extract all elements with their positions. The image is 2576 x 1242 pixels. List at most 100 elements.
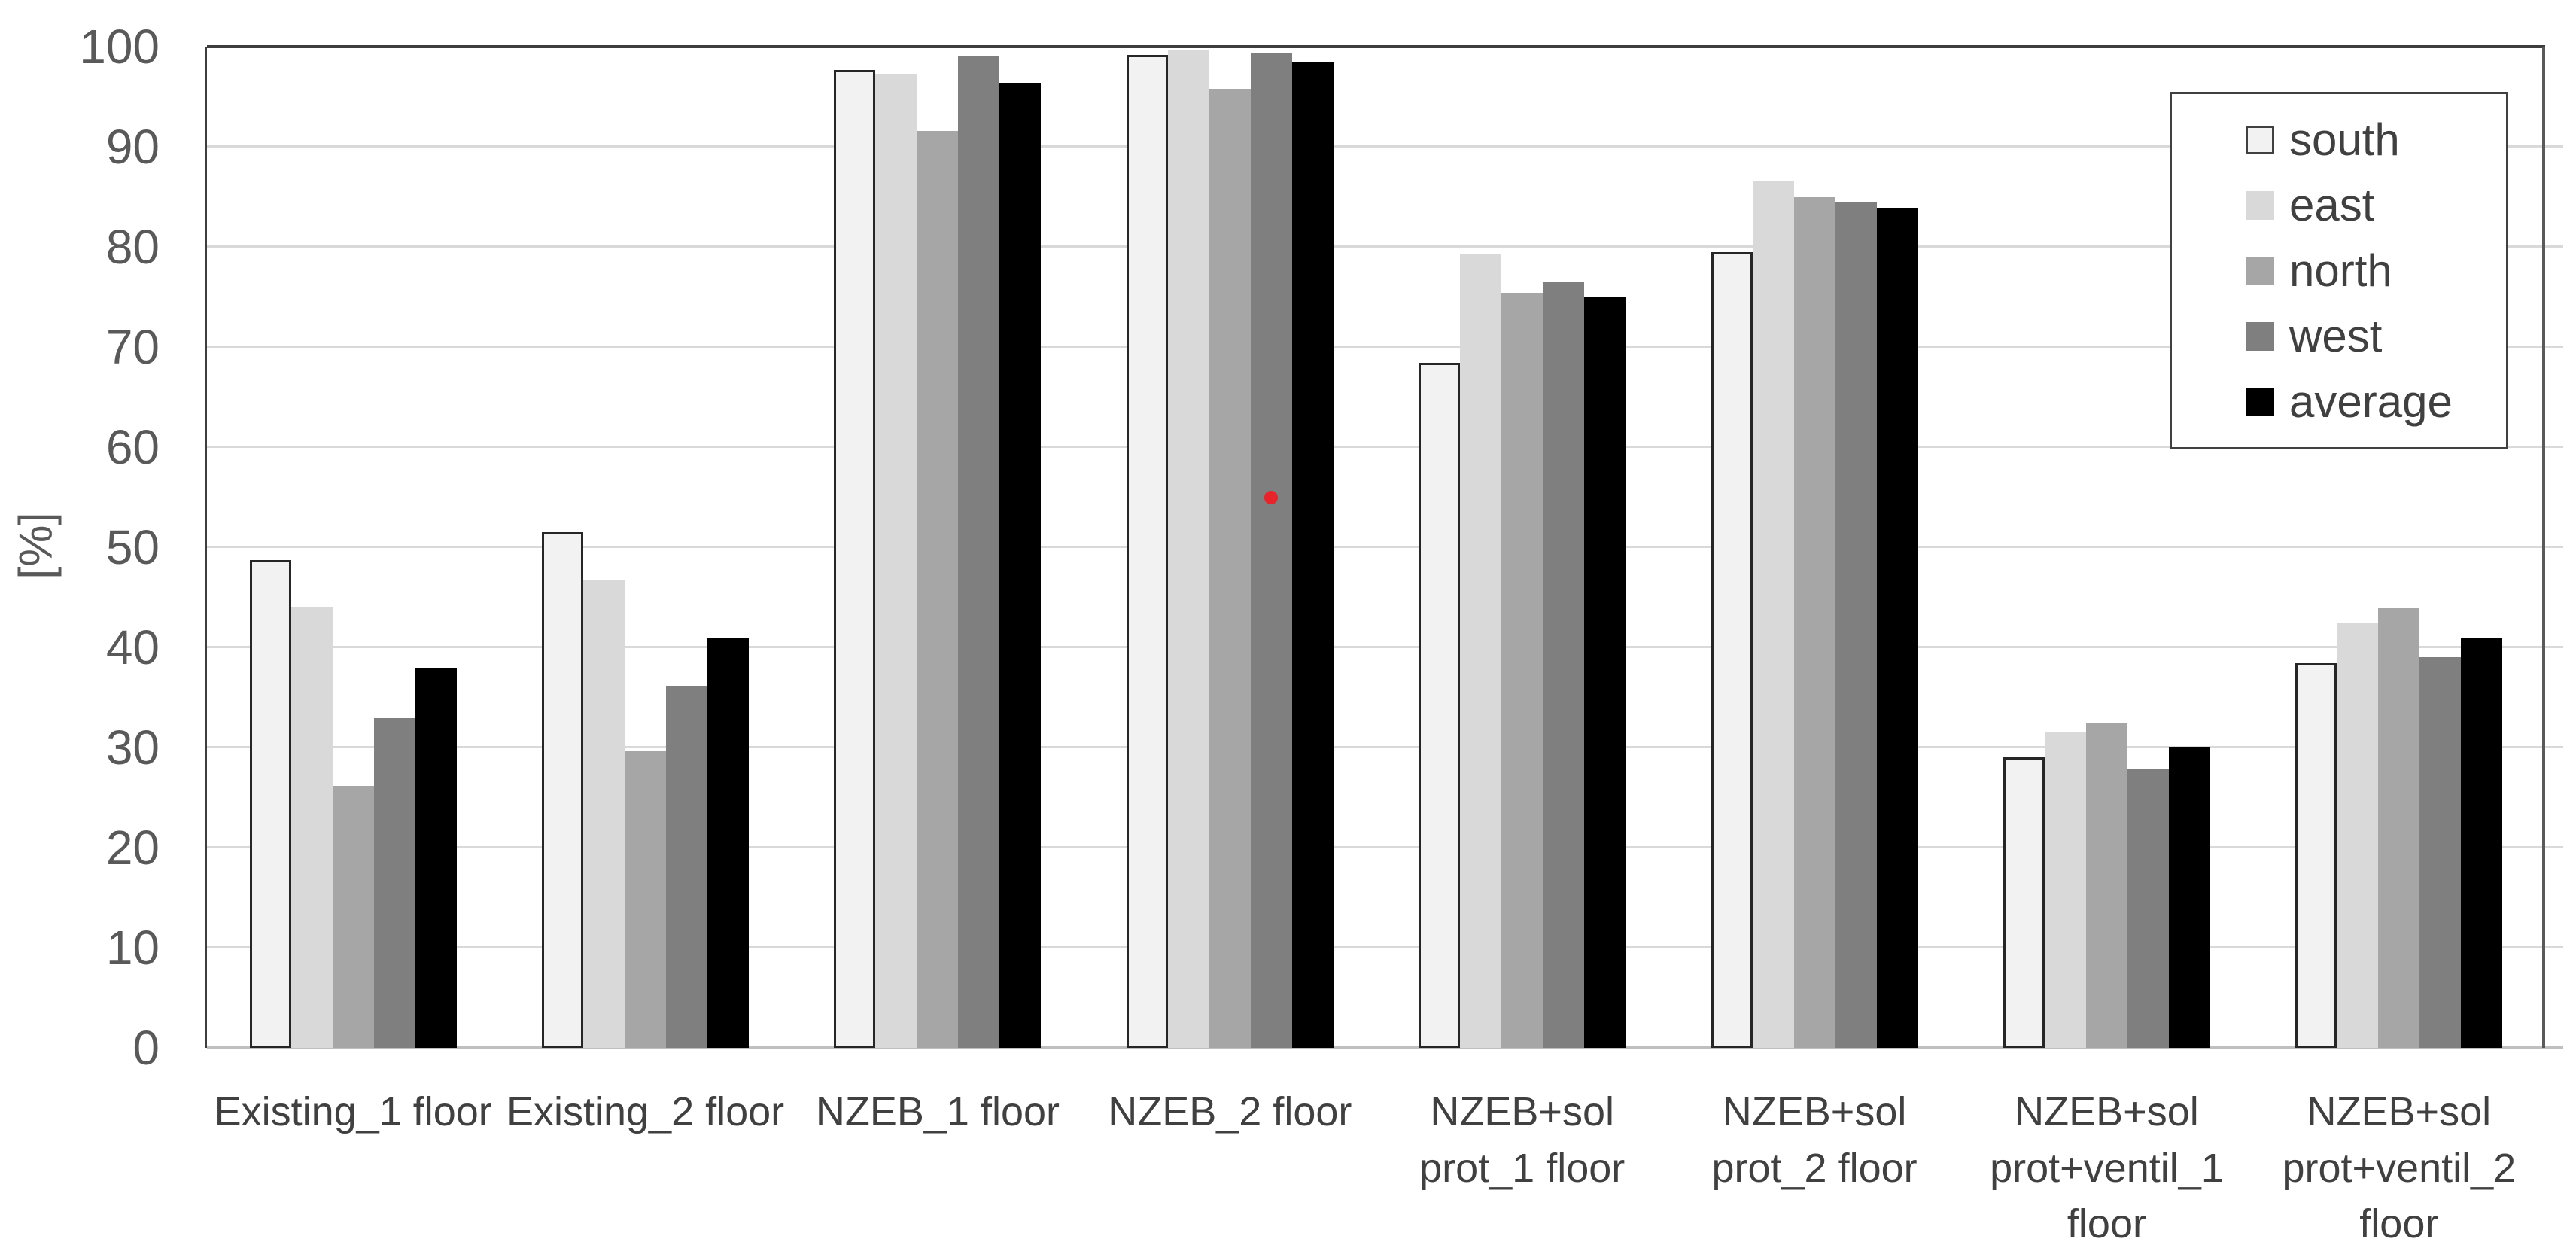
bar-north-4 [1209, 88, 1251, 1048]
bar-average-1 [415, 667, 457, 1048]
legend-label-average: average [2289, 376, 2453, 427]
bar-south-4 [1126, 54, 1168, 1048]
bar-average-7 [2168, 746, 2210, 1048]
bar-north-8 [2378, 608, 2420, 1048]
bar-west-6 [1835, 202, 1877, 1048]
legend-swatch-north [2246, 256, 2274, 285]
x-category-labels: Existing_1 floor Existing_2 floor NZEB_1 f… [207, 1084, 2545, 1242]
bar-group-8 [2253, 47, 2545, 1048]
bar-average-3 [999, 82, 1042, 1048]
bar-west-5 [1543, 282, 1585, 1048]
y-tick-label-70: 70 [105, 320, 160, 374]
x-category-label-6: NZEB+sol prot_2 floor [1711, 1089, 1918, 1191]
bar-east-5 [1460, 254, 1502, 1048]
gridline-50 [207, 546, 2563, 548]
legend-item-west: west [2246, 310, 2506, 362]
gridline-60 [207, 446, 2563, 448]
bar-west-3 [958, 56, 1000, 1048]
x-category-label-5: NZEB+sol prot_1 floor [1419, 1089, 1626, 1191]
bar-north-3 [917, 130, 959, 1048]
bar-average-2 [707, 637, 750, 1048]
bar-south-8 [2295, 663, 2337, 1048]
y-tick-label-100: 100 [79, 20, 160, 74]
bar-north-1 [332, 785, 374, 1048]
legend-item-east: east [2246, 179, 2506, 231]
gridline-10 [207, 946, 2563, 948]
bar-west-4 [1250, 52, 1292, 1048]
bar-south-5 [1419, 363, 1461, 1048]
legend-item-north: north [2246, 245, 2506, 297]
bar-north-2 [625, 751, 667, 1048]
y-tick-label-10: 10 [105, 921, 160, 975]
bar-west-8 [2419, 657, 2462, 1048]
legend-swatch-average [2246, 387, 2274, 416]
x-category-label-4: NZEB_2 floor [1108, 1089, 1352, 1134]
legend-item-south: south [2246, 114, 2506, 166]
bar-south-2 [542, 532, 584, 1048]
bar-east-2 [583, 579, 625, 1048]
x-axis-line [207, 1046, 2563, 1049]
legend: south east north west average [2170, 92, 2508, 449]
bar-east-3 [875, 73, 917, 1048]
bar-group-6 [1668, 47, 1960, 1048]
legend-swatch-south [2246, 125, 2274, 154]
bar-group-2 [499, 47, 791, 1048]
y-tick-label-80: 80 [105, 220, 160, 274]
legend-label-east: east [2289, 180, 2375, 230]
bar-north-6 [1793, 196, 1835, 1048]
bar-average-6 [1876, 208, 1918, 1048]
y-tick-label-20: 20 [105, 820, 160, 875]
bar-west-7 [2127, 768, 2169, 1048]
y-tick-label-40: 40 [105, 620, 160, 674]
bar-average-5 [1584, 297, 1626, 1048]
y-tick-label-50: 50 [105, 520, 160, 574]
bar-average-4 [1291, 61, 1334, 1048]
y-tick-label-60: 60 [105, 420, 160, 474]
plot-right-border [2542, 47, 2545, 1048]
gridline-80 [207, 245, 2563, 248]
bar-north-5 [1501, 293, 1543, 1048]
x-category-label-2: Existing_2 floor [506, 1089, 785, 1134]
bar-group-7 [1960, 47, 2252, 1048]
bar-north-7 [2085, 723, 2127, 1048]
bar-east-6 [1752, 181, 1794, 1048]
legend-label-west: west [2289, 311, 2383, 361]
legend-label-south: south [2289, 114, 2400, 165]
bar-group-1 [207, 47, 499, 1048]
gridline-70 [207, 346, 2563, 348]
gridline-30 [207, 746, 2563, 748]
bar-south-1 [249, 560, 291, 1048]
gridline-90 [207, 145, 2563, 148]
bar-average-8 [2461, 638, 2503, 1048]
bar-east-7 [2044, 731, 2086, 1048]
bar-groups [207, 47, 2545, 1048]
bar-south-7 [2003, 757, 2045, 1048]
bar-east-1 [290, 607, 333, 1048]
legend-swatch-west [2246, 321, 2274, 351]
x-category-label-7: NZEB+sol prot+ventil_1 floor [1990, 1089, 2224, 1242]
bar-group-3 [792, 47, 1084, 1048]
bar-group-4 [1084, 47, 1376, 1048]
x-category-label-1: Existing_1 floor [214, 1089, 492, 1134]
bar-west-1 [373, 718, 415, 1048]
red-marker-dot [1264, 490, 1279, 504]
y-tick-label-90: 90 [105, 120, 160, 174]
plot-area [205, 45, 2563, 1049]
y-tick-label-0: 0 [132, 1021, 160, 1075]
x-category-label-3: NZEB_1 floor [815, 1089, 1060, 1134]
legend-swatch-east [2246, 190, 2274, 220]
x-category-label-8: NZEB+sol prot+ventil_2 floor [2282, 1089, 2517, 1242]
bar-south-3 [834, 69, 876, 1048]
y-axis-line [205, 47, 207, 1048]
bar-east-4 [1167, 50, 1209, 1048]
y-tick-label-30: 30 [105, 720, 160, 775]
bar-east-8 [2337, 622, 2379, 1048]
gridline-20 [207, 846, 2563, 848]
plot-top-border [207, 45, 2545, 48]
bar-west-2 [666, 685, 708, 1048]
gridline-40 [207, 646, 2563, 648]
legend-label-north: north [2289, 245, 2392, 296]
bar-group-5 [1376, 47, 1668, 1048]
legend-item-average: average [2246, 376, 2506, 428]
